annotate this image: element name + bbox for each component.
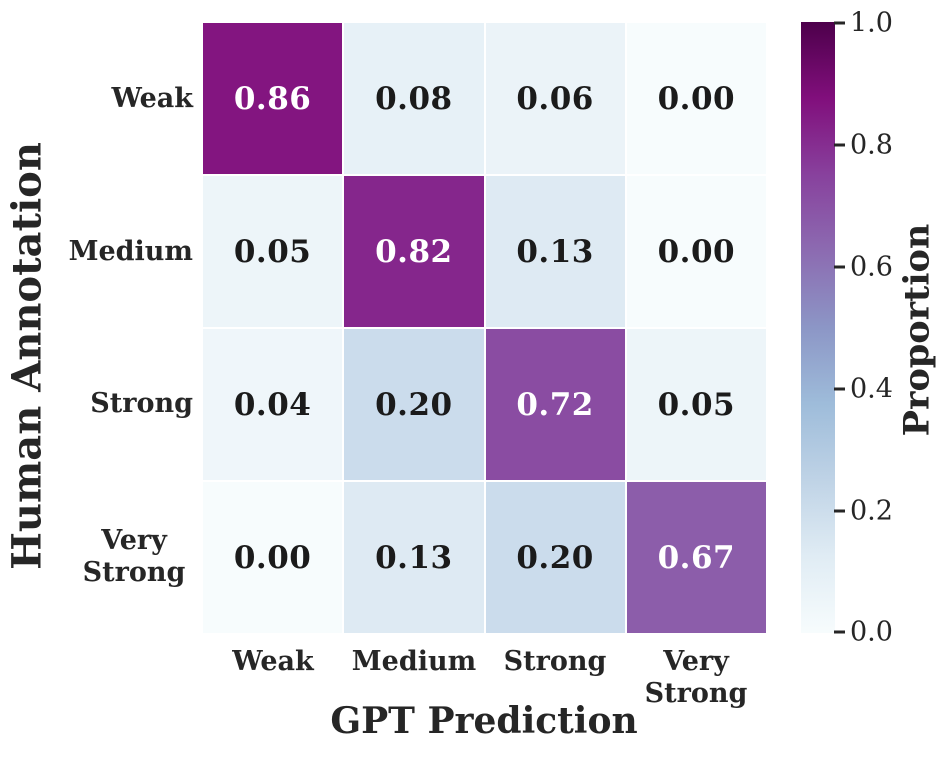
heatmap-cell-verystrong-weak: 0.00 xyxy=(203,482,343,633)
ytick-weak: Weak xyxy=(0,83,193,115)
colorbar-tick-mark xyxy=(834,143,845,147)
colorbar-tick-mark xyxy=(834,509,845,513)
heatmap-cell-strong-weak: 0.04 xyxy=(203,329,343,480)
heatmap-cell-weak-verystrong: 0.00 xyxy=(626,23,766,174)
ytick-strong-label: Strong xyxy=(90,388,193,420)
xtick-strong: Strong xyxy=(503,646,607,677)
heatmap-cell-weak-medium: 0.08 xyxy=(344,23,484,174)
colorbar-gradient xyxy=(801,22,835,633)
ytick-weak-label: Weak xyxy=(111,83,193,115)
heatmap-cell-medium-verystrong: 0.00 xyxy=(626,176,766,327)
xtick-medium: Medium xyxy=(351,646,477,677)
colorbar-tick-0.6: 0.6 xyxy=(850,251,893,283)
heatmap-cell-strong-verystrong: 0.05 xyxy=(626,329,766,480)
heatmap-cell-weak-strong: 0.06 xyxy=(485,23,625,174)
heatmap-cell-verystrong-medium: 0.13 xyxy=(344,482,484,633)
heatmap-cell-verystrong-strong: 0.20 xyxy=(485,482,625,633)
ytick-medium: Medium xyxy=(0,236,193,268)
ytick-strong: Strong xyxy=(0,388,193,420)
heatmap-cell-medium-strong: 0.13 xyxy=(485,176,625,327)
colorbar-tick-mark xyxy=(834,387,845,391)
colorbar-tick-1.0: 1.0 xyxy=(850,7,893,39)
colorbar-tick-0.8: 0.8 xyxy=(850,129,893,161)
ytick-verystrong-label: Very Strong xyxy=(82,525,186,588)
colorbar-tick-0.2: 0.2 xyxy=(850,495,893,527)
colorbar-tick-0.0: 0.0 xyxy=(850,616,893,648)
colorbar-tick-mark xyxy=(834,630,845,634)
ytick-medium-label: Medium xyxy=(68,236,193,268)
xtick-verystrong: Very Strong xyxy=(644,646,748,709)
colorbar-axis-title: Proportion xyxy=(896,223,938,437)
heatmap-cell-weak-weak: 0.86 xyxy=(203,23,343,174)
heatmap-cell-medium-medium: 0.82 xyxy=(344,176,484,327)
colorbar-tick-0.4: 0.4 xyxy=(850,373,893,405)
heatmap: 0.86 0.08 0.06 0.00 0.05 0.82 0.13 0.00 … xyxy=(203,23,766,633)
colorbar-tick-mark xyxy=(834,265,845,269)
y-axis-title: Human Annotation xyxy=(3,142,51,570)
heatmap-cell-verystrong-verystrong: 0.67 xyxy=(626,482,766,633)
heatmap-cell-strong-medium: 0.20 xyxy=(344,329,484,480)
heatmap-cell-strong-strong: 0.72 xyxy=(485,329,625,480)
ytick-verystrong: Very Strong xyxy=(0,525,193,589)
heatmap-cell-medium-weak: 0.05 xyxy=(203,176,343,327)
x-axis-title: GPT Prediction xyxy=(330,700,638,742)
xtick-weak: Weak xyxy=(232,646,314,677)
colorbar-tick-mark xyxy=(834,21,845,25)
